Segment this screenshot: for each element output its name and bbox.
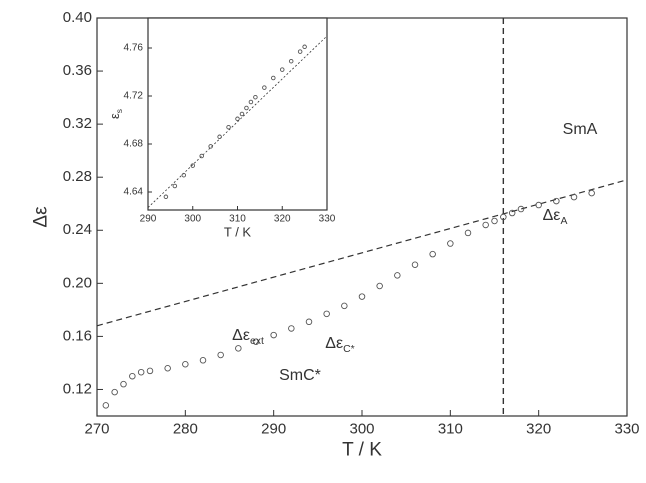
x-axis-label: T / K [342,440,382,461]
y-tick-label: 4.68 [124,139,144,150]
y-axis-label-base: ε [107,113,122,119]
y-tick-label: 0.16 [63,327,92,344]
data-point [297,49,303,54]
data-point [376,282,383,290]
data-point [305,318,313,326]
data-point [302,44,307,50]
y-tick-label: 0.40 [63,9,92,26]
x-tick-label: 300 [184,214,201,225]
data-point [102,402,110,409]
x-tick-label: 280 [173,420,198,437]
data-point [111,388,118,396]
data-point [217,134,222,140]
y-tick-label: 0.36 [63,62,92,79]
annotation: SmA [563,121,598,138]
data-point [217,351,224,359]
data-point [181,172,187,178]
plot-frame [147,17,328,211]
data-point [235,116,240,122]
x-tick-label: 330 [319,214,336,225]
annotation: ΔεA [543,207,568,226]
data-point [447,240,454,247]
data-point [429,250,436,258]
annotation-base: Δε [543,207,561,224]
annotation-sub: A [560,216,567,227]
x-tick-label: 310 [438,420,463,437]
data-point [137,368,145,376]
data-point [239,111,245,117]
y-axis-label-sub: s [114,109,124,113]
x-tick-label: 290 [140,214,157,225]
data-point [553,197,560,205]
annotation: ΔεC* [325,335,354,354]
y-tick-label: 0.24 [63,221,92,238]
annotation-base: Δε [325,335,343,352]
data-point [482,221,489,229]
main-chart: 270 280 290 300 310 320 330 0.12 0.16 0.20 0.24 0.2… [31,9,640,461]
annotation-sub: C* [343,344,355,355]
x-tick-label: 300 [349,420,374,437]
x-tick-label: 290 [261,420,286,437]
y-tick-label: 0.20 [63,274,92,291]
annotation: SmC* [279,367,321,384]
data-point [288,325,295,332]
data-point [235,345,242,352]
data-point [270,331,277,339]
data-point [163,194,169,200]
data-point [394,272,401,279]
data-point [262,85,267,90]
data-point [182,361,189,368]
data-point [120,380,127,388]
data-point [146,367,154,375]
data-point [535,201,542,209]
data-point [244,105,249,111]
data-point [226,124,231,130]
x-axis-label: T / K [224,224,252,239]
data-point [252,338,260,345]
data-point [288,58,294,64]
data-point [508,209,516,217]
data-point [208,144,213,149]
data-point [500,213,507,221]
x-tick-label: 270 [84,420,109,437]
y-tick-label: 0.32 [63,115,92,132]
y-tick-label: 4.72 [124,91,144,102]
annotation: Δεext [232,327,264,346]
annotation-sub: ext [250,336,264,347]
data-point [199,357,207,364]
y-axis-label: εs [107,109,124,119]
y-tick-label: 4.64 [124,187,144,198]
y-tick-label: 0.28 [63,168,92,185]
data-point [588,189,595,197]
guide-line [147,35,328,208]
data-point [341,302,348,310]
x-tick-label: 320 [526,420,551,437]
y-axis-label: Δε [31,206,52,228]
y-tick-label: 0.12 [63,380,92,397]
data-point [570,193,578,201]
data-point [491,217,498,225]
data-point [199,153,204,159]
annotation-base: Δε [232,327,250,344]
data-point [253,94,258,100]
data-point [280,67,285,72]
data-point [464,229,472,237]
x-tick-label: 310 [229,214,246,225]
data-point [172,183,178,189]
data-point [411,261,419,269]
inset-chart: 290 300 310 320 330 4.64 4.68 4.72 4.76 T / K εs [107,17,336,239]
data-point [517,205,525,213]
data-point [190,163,195,168]
data-point [164,364,171,372]
x-tick-label: 330 [614,420,639,437]
data-point [323,310,330,318]
data-point [271,75,276,81]
data-point [248,99,254,105]
data-point [358,293,366,300]
guide-line [96,179,628,327]
data-point [129,372,136,380]
x-tick-label: 320 [274,214,291,225]
y-tick-label: 4.76 [124,43,144,54]
